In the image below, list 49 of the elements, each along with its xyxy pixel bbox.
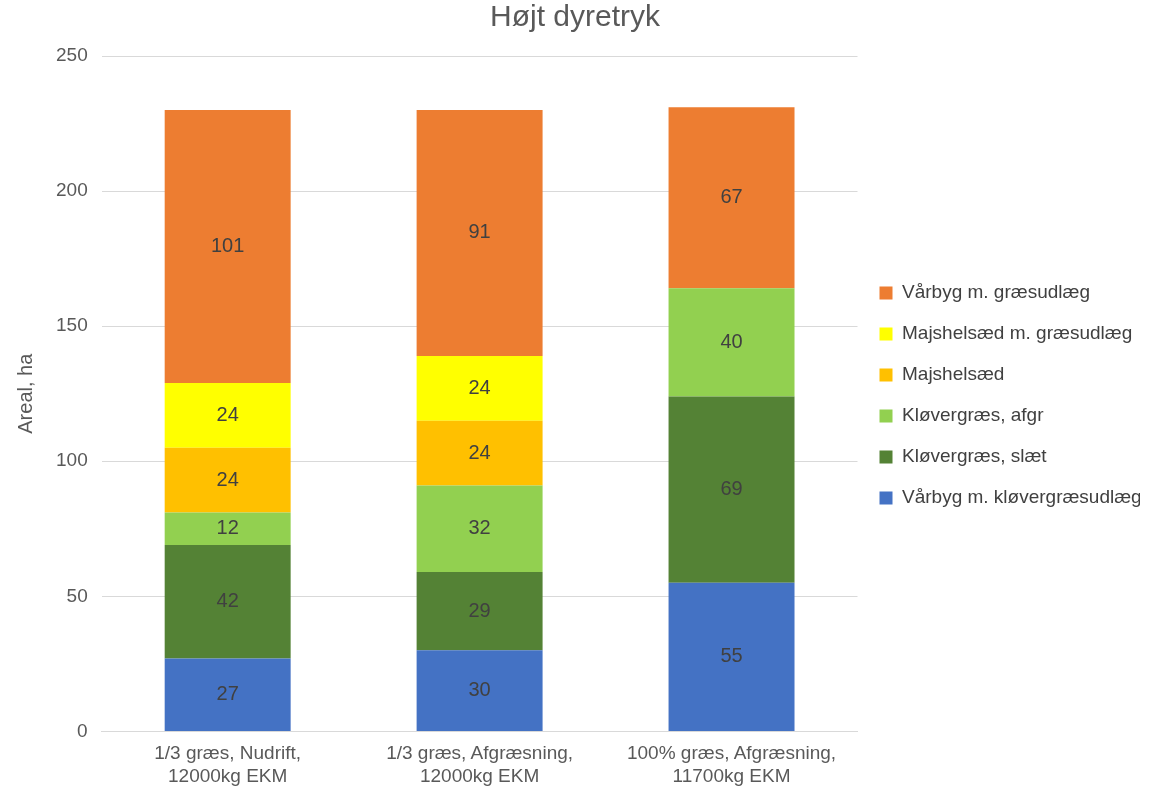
y-tick-label: 0 [77, 719, 88, 741]
data-label: 67 [720, 185, 743, 208]
y-tick-label: 150 [56, 314, 88, 336]
data-label: 24 [468, 375, 491, 398]
y-tick-label: 200 [56, 179, 88, 201]
bar [164, 544, 291, 659]
data-label: 32 [468, 516, 491, 539]
legend-label: Vårbyg m. græsudlæg [902, 281, 1090, 303]
bar [164, 512, 291, 545]
data-label: 42 [216, 589, 239, 612]
chart-title: Højt dyretryk [489, 0, 661, 33]
bar [416, 485, 543, 573]
bar [164, 447, 291, 513]
data-label: 12 [216, 516, 239, 539]
bar [416, 110, 543, 356]
data-label: 29 [468, 598, 491, 621]
bar [164, 110, 291, 383]
bar [668, 582, 795, 731]
bar [668, 288, 795, 397]
data-label: 40 [720, 329, 743, 352]
data-label: 91 [468, 220, 491, 243]
bar [668, 107, 795, 289]
data-label: 30 [468, 678, 491, 701]
bar [668, 396, 795, 583]
bar [416, 420, 543, 486]
data-label: 69 [720, 477, 743, 500]
data-label: 24 [216, 467, 239, 490]
data-label: 101 [210, 233, 245, 256]
y-tick-label: 100 [56, 449, 88, 471]
y-tick-label: 250 [56, 44, 88, 66]
bar [416, 572, 543, 651]
x-tick-label: 1/3 græs, Afgræsning, 12000kg EKM [386, 742, 574, 786]
legend-label: Majshelsæd m. græsudlæg [902, 322, 1133, 344]
data-label: 24 [468, 440, 491, 463]
bar [416, 650, 543, 731]
x-tick-label: 100% græs, Afgræsning, 11700kg EKM [626, 742, 837, 786]
data-label: 55 [720, 644, 743, 667]
bar [416, 355, 543, 421]
data-label: 27 [216, 682, 239, 705]
x-tick-label: 1/3 græs, Nudrift, 12000kg EKM [154, 742, 302, 786]
legend-label: Majshelsæd [902, 363, 1005, 385]
legend-label: Kløvergræs, slæt [902, 445, 1048, 467]
y-tick-label: 50 [66, 584, 88, 606]
legend-label: Kløvergræs, afgr [902, 404, 1045, 426]
bar [164, 658, 291, 731]
data-label: 24 [216, 402, 239, 425]
y-axis-title: Areal, ha [13, 352, 36, 434]
bar [164, 382, 291, 448]
legend-label: Vårbyg m. kløvergræsudlæg [902, 486, 1142, 508]
